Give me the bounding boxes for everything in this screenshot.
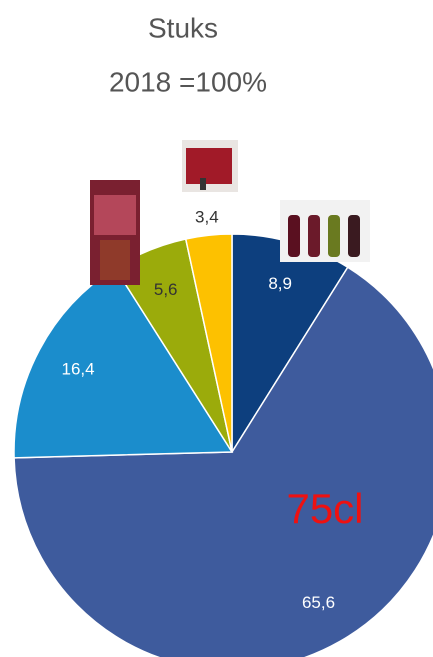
value-label: 16,4 bbox=[61, 360, 94, 379]
chart-title: Stuks bbox=[148, 12, 218, 43]
chart: Stuks 2018 =100% 8,9 65,6 16,4 5,6 3,4 75cl bbox=[0, 0, 433, 657]
annotation: 75cl bbox=[286, 485, 363, 532]
value-label: 65,6 bbox=[302, 593, 335, 612]
value-label: 3,4 bbox=[195, 207, 219, 226]
value-label: 5,6 bbox=[154, 280, 178, 299]
carton-icon bbox=[90, 180, 140, 285]
chart-subtitle: 2018 =100% bbox=[109, 66, 267, 97]
bottles-icon bbox=[280, 200, 370, 262]
value-label: 8,9 bbox=[268, 274, 292, 293]
bag-in-box-icon bbox=[182, 140, 238, 192]
pie: 8,9 65,6 16,4 5,6 3,4 bbox=[14, 207, 433, 657]
